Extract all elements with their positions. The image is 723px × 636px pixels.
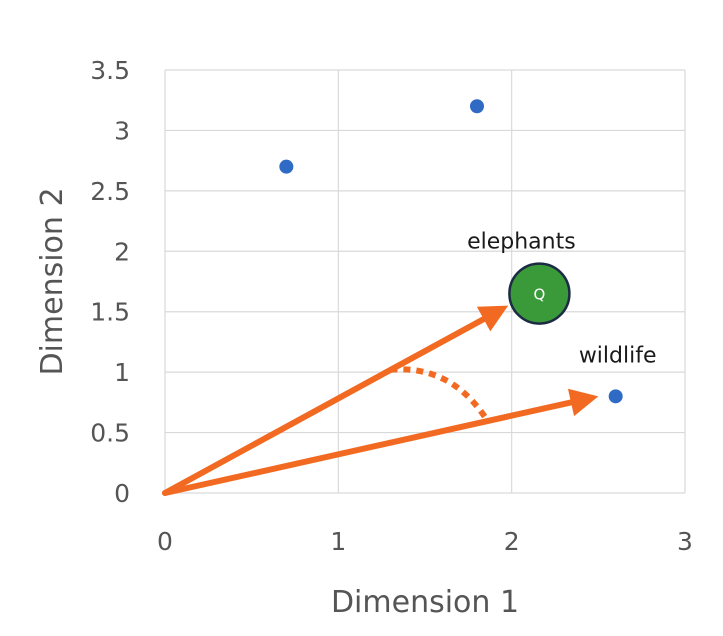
data-point (470, 99, 484, 114)
angle-arc-path (390, 366, 489, 420)
grid-lines (164, 69, 686, 494)
vector-shaft (162, 316, 487, 496)
query-marker-text: Q (533, 286, 545, 304)
data-points: wildlife (279, 99, 657, 404)
angle-arc (390, 366, 489, 420)
query-label: elephants (467, 230, 576, 255)
x-tick-label: 2 (504, 527, 520, 556)
y-tick-label: 1 (114, 358, 130, 387)
point-label: wildlife (579, 343, 657, 368)
y-tick-label: 3 (114, 116, 130, 145)
vector-arrowhead (476, 305, 509, 332)
y-tick-labels: 0 0.5 1 1.5 2 2.5 3 3.5 (90, 56, 130, 508)
x-axis-title: Dimension 1 (331, 585, 519, 620)
y-axis-title: Dimension 2 (35, 187, 70, 375)
y-tick-label: 2.5 (90, 177, 130, 206)
x-tick-label: 3 (677, 527, 693, 556)
y-tick-label: 0.5 (90, 419, 130, 448)
vectors (162, 305, 599, 496)
x-tick-label: 1 (330, 527, 346, 556)
query-circle (508, 262, 571, 325)
x-tick-label: 0 (157, 527, 173, 556)
x-tick-labels: 0 1 2 3 (157, 527, 693, 556)
y-tick-label: 3.5 (90, 56, 130, 85)
data-point (608, 389, 623, 404)
vector-arrowhead (567, 388, 599, 417)
y-tick-label: 1.5 (90, 298, 130, 327)
vector-shaft (162, 399, 575, 496)
y-tick-label: 2 (114, 237, 130, 266)
data-point (279, 159, 294, 174)
y-tick-label: 0 (114, 479, 130, 508)
